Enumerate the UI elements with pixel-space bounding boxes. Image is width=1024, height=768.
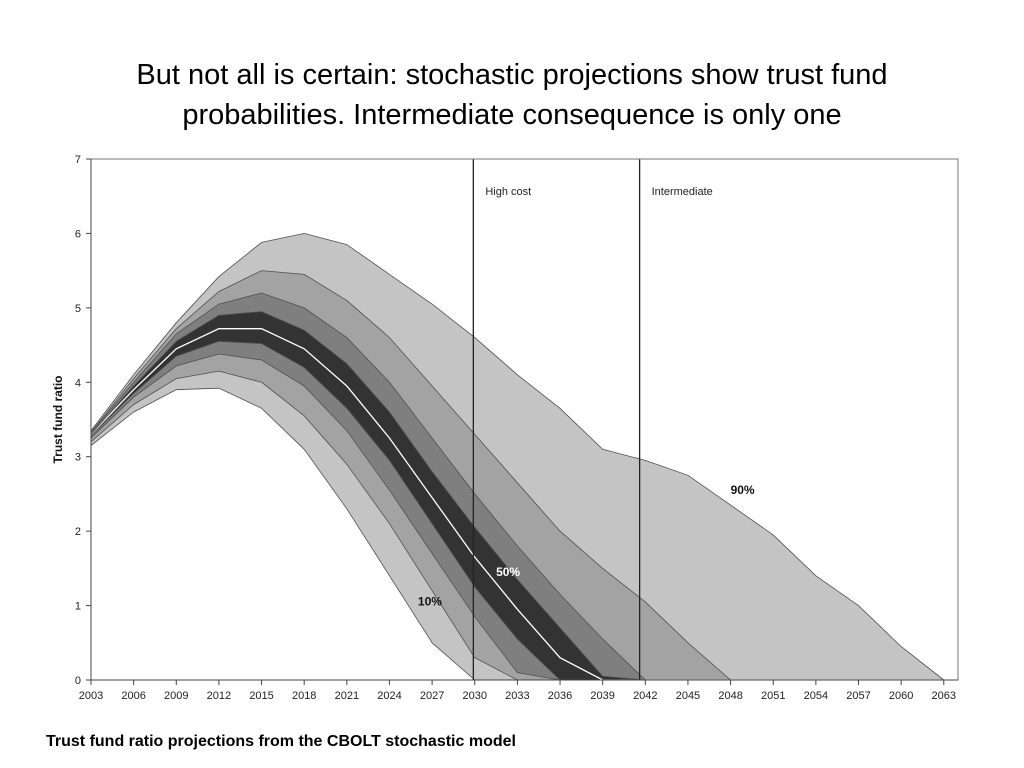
x-tick-label: 2012 [207, 690, 231, 702]
y-tick-label: 0 [75, 675, 81, 687]
reference-line-label: Intermediate [652, 186, 713, 198]
y-tick-label: 2 [75, 526, 81, 538]
y-tick-label: 6 [75, 228, 81, 240]
reference-line-label: High cost [485, 186, 531, 198]
x-tick-label: 2015 [249, 690, 273, 702]
x-tick-label: 2054 [804, 690, 828, 702]
reference-lines: High cost Intermediate [472, 159, 713, 680]
x-tick-label: 2033 [505, 690, 529, 702]
slide-title-line-1: But not all is certain: stochastic proje… [136, 59, 888, 91]
slide-title: But not all is certain: stochastic proje… [40, 55, 984, 135]
x-tick-label: 2051 [761, 690, 785, 702]
axes: 0 1 2 3 4 5 6 7 2003 2006 2009 2012 2015 2018 2021 2024… [51, 154, 959, 702]
chart-caption: Trust fund ratio projections from the CB… [46, 733, 516, 750]
band-label: 90% [731, 483, 755, 497]
x-tick-label: 2042 [633, 690, 657, 702]
x-tick-label: 2048 [718, 690, 742, 702]
x-tick-label: 2024 [377, 690, 401, 702]
band-label: 50% [496, 565, 520, 579]
x-tick-label: 2027 [420, 690, 444, 702]
slide-title-line-2: probabilities. Intermediate consequence … [182, 99, 842, 131]
x-tick-label: 2003 [79, 690, 103, 702]
x-tick-label: 2039 [590, 690, 614, 702]
x-tick-label: 2021 [335, 690, 359, 702]
band-label: 10% [418, 595, 442, 609]
x-tick-label: 2006 [121, 690, 145, 702]
y-tick-label: 4 [75, 377, 81, 389]
x-tick-label: 2045 [676, 690, 700, 702]
y-tick-label: 5 [75, 303, 81, 315]
y-axis-label: Trust fund ratio [51, 376, 65, 464]
x-tick-label: 2057 [846, 690, 870, 702]
x-tick-label: 2018 [292, 690, 316, 702]
percentile-bands [91, 233, 944, 680]
x-tick-label: 2063 [932, 690, 956, 702]
y-tick-label: 3 [75, 452, 81, 464]
y-tick-label: 1 [75, 601, 81, 613]
y-tick-label: 7 [75, 154, 81, 166]
x-tick-label: 2060 [889, 690, 913, 702]
trust-fund-ratio-chart: High cost Intermediate 0 1 2 3 4 5 6 7 2003 2006 20… [51, 154, 959, 702]
band-labels: 10% 50% 90% [418, 483, 755, 609]
x-tick-label: 2036 [548, 690, 572, 702]
x-tick-label: 2009 [164, 690, 188, 702]
percentile-line [90, 232, 945, 681]
x-tick-label: 2030 [463, 690, 487, 702]
